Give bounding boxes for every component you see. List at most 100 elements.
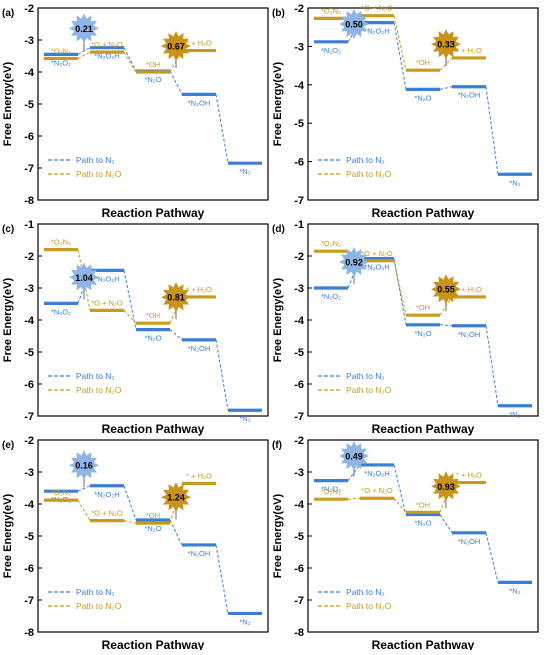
series-n2o: *O₂N₂ *O + N₂O *OH * + H₂O (44, 39, 216, 74)
level-label: *N₂O₂ (51, 58, 71, 67)
connector-line (123, 47, 137, 72)
connector-line (77, 51, 91, 60)
level-label: *N₂ (509, 178, 520, 187)
y-tick-label: -2 (24, 435, 34, 447)
connector-line (347, 464, 361, 481)
connector-line (169, 519, 183, 546)
connector-line (123, 520, 137, 524)
panel-4: (d) -7 -6 -5 -4 -3 -2 -1 Free Energy(eV) Reaction… (272, 219, 539, 436)
y-tick-label: -6 (294, 563, 304, 575)
plot-frame (307, 439, 539, 633)
y-tick-label: -6 (24, 131, 34, 143)
y-tick-label: -6 (294, 157, 304, 169)
star-shape (69, 262, 99, 293)
y-tick-label: -3 (24, 467, 34, 479)
y-tick-label: -2 (294, 251, 304, 263)
y-tick-label: -8 (24, 195, 34, 207)
series-n2o: *O₂N₂ *O + N₂O *OH * + H₂O (314, 471, 486, 514)
connector-line (215, 94, 229, 164)
barrier-star-blue: 0.50 (339, 9, 369, 39)
panel-label: (c) (2, 224, 14, 235)
legend-label: Path to N₂O (76, 601, 122, 611)
barrier-star-blue: 0.49 (339, 441, 369, 477)
plot-frame (307, 223, 539, 417)
y-tick-label: -4 (294, 80, 305, 92)
legend-label: Path to N₂O (346, 385, 392, 395)
y-tick-label: -6 (294, 379, 304, 391)
y-axis-label: Free Energy(eV) (2, 493, 14, 578)
level-label: *O + N₂O (91, 509, 123, 518)
series-n2o: *O₂N₂ *O + N₂O *OH * + H₂O (314, 239, 486, 317)
connector-line (215, 339, 229, 411)
level-label: *N₂O (414, 329, 431, 338)
y-tick-label: -7 (24, 163, 34, 175)
connector-line (169, 70, 183, 95)
star-shape (339, 247, 369, 277)
level-label: *N₂O₂H (364, 27, 389, 36)
barrier-value: 0.21 (75, 24, 93, 34)
y-tick-label: -4 (24, 67, 35, 79)
connector-line (485, 532, 499, 583)
y-tick-label: -1 (24, 219, 34, 231)
connector-line (123, 270, 137, 330)
level-label: *OH (146, 60, 160, 69)
connector-line (485, 86, 499, 175)
legend-label: Path to N₂ (346, 155, 385, 165)
barrier-value: 0.92 (345, 258, 363, 268)
level-label: *N₂OH (458, 537, 481, 546)
connector-line (393, 258, 407, 325)
level-label: *N₂ (239, 414, 250, 423)
star-shape (339, 441, 369, 471)
connector-line (393, 260, 407, 316)
y-tick-label: -2 (24, 3, 34, 15)
level-label: *N₂ (239, 167, 250, 176)
legend-label: Path to N₂ (76, 371, 115, 381)
level-label: *N₂O₂H (94, 52, 119, 61)
y-tick-label: -3 (294, 41, 304, 53)
barrier-star-blue: 1.04 (69, 262, 99, 300)
star-shape (69, 450, 99, 481)
level-label: *N₂O (414, 93, 431, 102)
plot-frame (307, 7, 539, 201)
y-tick-label: -4 (24, 499, 35, 511)
x-axis-label: Reaction Pathway (102, 206, 205, 220)
barrier-value: 0.55 (437, 285, 455, 295)
level-label: * + H₂O (186, 285, 212, 294)
star-shape (431, 471, 461, 502)
y-tick-label: -3 (294, 283, 304, 295)
connector-line (123, 51, 137, 73)
barrier-star-gold: 0.67 (161, 31, 191, 68)
level-label: *N₂O (144, 334, 161, 343)
connector-line (439, 514, 453, 534)
level-label: *O + N₂O (91, 40, 123, 49)
x-axis-label: Reaction Pathway (102, 638, 205, 650)
y-tick-label: -8 (24, 627, 34, 639)
level-label: *N₂O₂H (94, 274, 119, 283)
connector-line (123, 310, 137, 324)
level-label: *N₂O (144, 524, 161, 533)
y-tick-label: -5 (24, 531, 34, 543)
level-label: * + H₂O (186, 39, 212, 48)
level-label: * + H₂O (186, 472, 212, 481)
connector-line (393, 15, 407, 71)
plot-frame (37, 7, 269, 201)
level-label: *O + N₂O (91, 298, 123, 307)
level-label: *N₂OH (458, 330, 481, 339)
level-label: *O₂N₂ (321, 239, 341, 248)
star-shape (161, 31, 191, 61)
barrier-value: 0.16 (75, 461, 93, 471)
y-tick-label: -4 (294, 315, 305, 327)
y-tick-label: -1 (294, 219, 304, 231)
legend-label: Path to N₂ (76, 587, 115, 597)
connector-line (77, 47, 91, 55)
y-axis-label: Free Energy(eV) (2, 277, 14, 362)
level-label: *N₂O₂ (321, 292, 341, 301)
legend-label: Path to N₂O (346, 601, 392, 611)
level-label: *OH (416, 303, 430, 312)
barrier-star-gold: 0.81 (161, 282, 191, 320)
barrier-star-blue: 0.92 (339, 247, 369, 284)
barrier-star-gold: 1.24 (161, 482, 191, 520)
y-axis-label: Free Energy(eV) (2, 61, 14, 146)
level-label: *N₂O₂ (51, 307, 71, 316)
